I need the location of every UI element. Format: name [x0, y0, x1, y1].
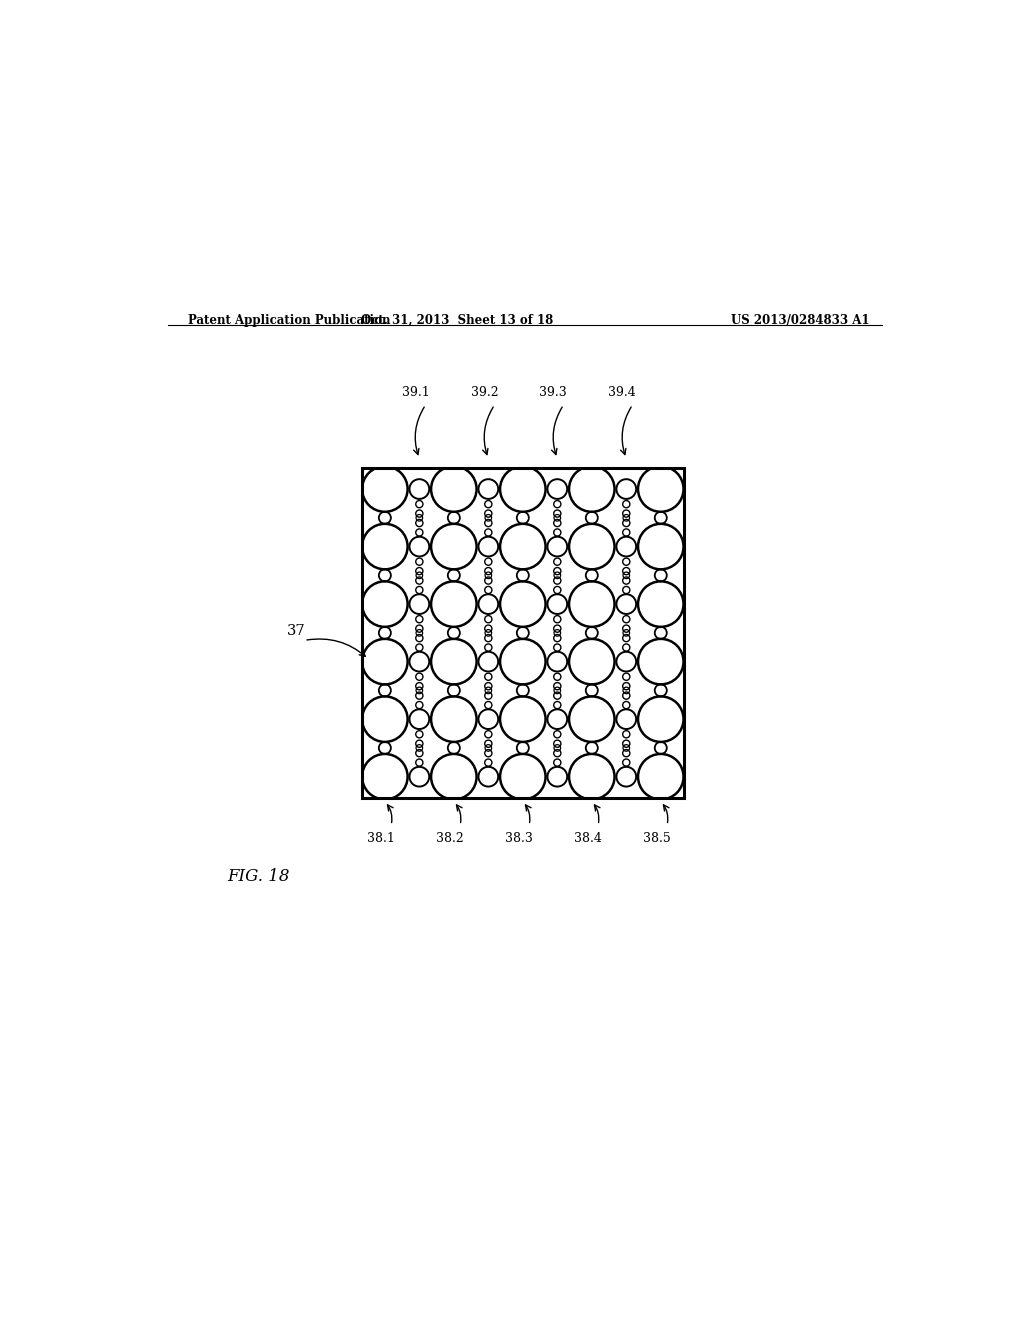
Text: Patent Application Publication: Patent Application Publication [187, 314, 390, 327]
Text: 39.3: 39.3 [540, 387, 567, 399]
Text: US 2013/0284833 A1: US 2013/0284833 A1 [731, 314, 869, 327]
Bar [362, 469, 684, 797]
Text: 38.4: 38.4 [573, 832, 602, 845]
Text: FIG. 18: FIG. 18 [227, 869, 290, 886]
Text: 37: 37 [287, 624, 305, 638]
Text: 38.3: 38.3 [505, 832, 532, 845]
Text: 38.2: 38.2 [436, 832, 464, 845]
Text: 38.5: 38.5 [643, 832, 671, 845]
Text: Oct. 31, 2013  Sheet 13 of 18: Oct. 31, 2013 Sheet 13 of 18 [361, 314, 553, 327]
Text: 38.1: 38.1 [367, 832, 395, 845]
Text: 39.1: 39.1 [401, 387, 429, 399]
Text: 39.4: 39.4 [608, 387, 636, 399]
Text: 39.2: 39.2 [471, 387, 498, 399]
